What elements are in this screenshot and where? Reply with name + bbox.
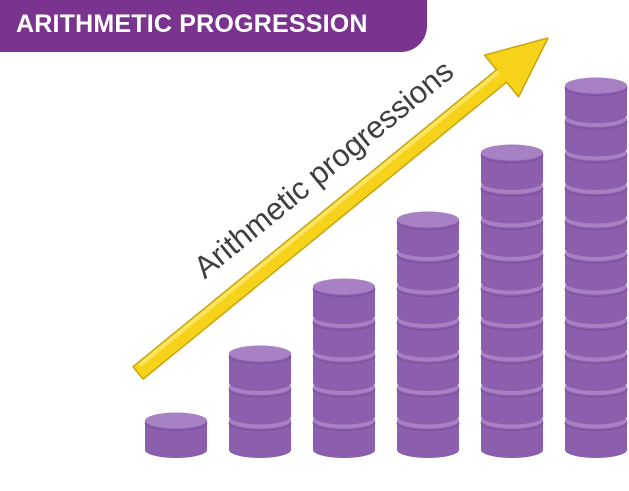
coin-stack [312,278,376,458]
coin [312,278,376,324]
coin [144,412,208,458]
page-title: ARITHMETIC PROGRESSION [16,10,368,38]
coin [228,345,292,391]
growth-arrow-highlight [138,70,500,367]
coin [396,211,460,257]
coin-stacks [144,77,628,458]
coin [564,77,628,123]
coin-stack [144,412,208,458]
coin-stack [228,345,292,458]
growth-arrow-shape [132,37,549,380]
coin [480,144,544,190]
coin-stack [564,77,628,458]
title-banner: ARITHMETIC PROGRESSION [0,0,427,52]
coin-stack [396,211,460,458]
growth-arrow [132,37,549,380]
coin-stack [480,144,544,458]
